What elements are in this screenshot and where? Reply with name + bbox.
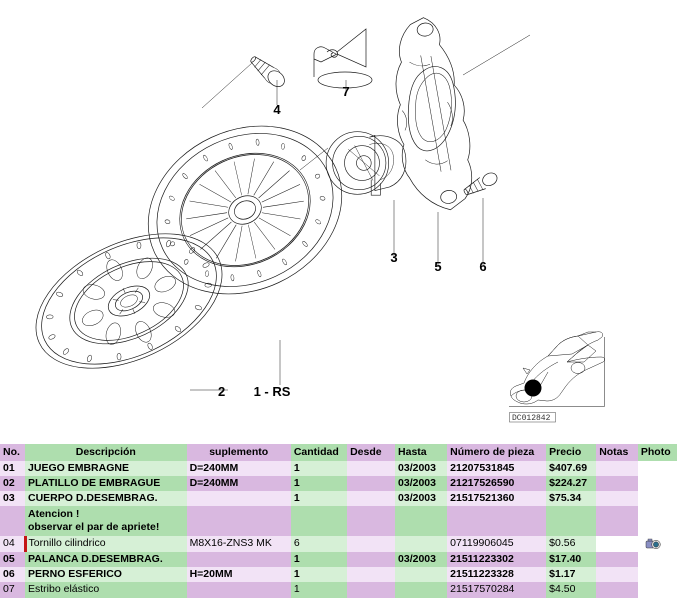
svg-text:4: 4 (273, 102, 281, 117)
svg-text:DC012842: DC012842 (512, 414, 551, 423)
svg-text:1 - RS: 1 - RS (254, 384, 291, 399)
svg-text:2: 2 (218, 384, 225, 399)
